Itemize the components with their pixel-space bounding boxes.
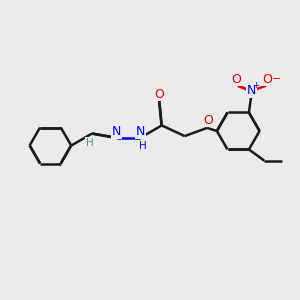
Text: N: N: [136, 125, 145, 138]
Text: N: N: [112, 125, 122, 138]
Text: O: O: [203, 114, 213, 127]
Text: +: +: [252, 81, 259, 90]
Text: O: O: [263, 73, 273, 85]
Text: −: −: [272, 74, 281, 84]
Text: H: H: [85, 138, 93, 148]
Text: N: N: [247, 85, 256, 98]
Text: O: O: [232, 73, 242, 85]
Text: H: H: [139, 141, 147, 152]
Text: O: O: [154, 88, 164, 101]
